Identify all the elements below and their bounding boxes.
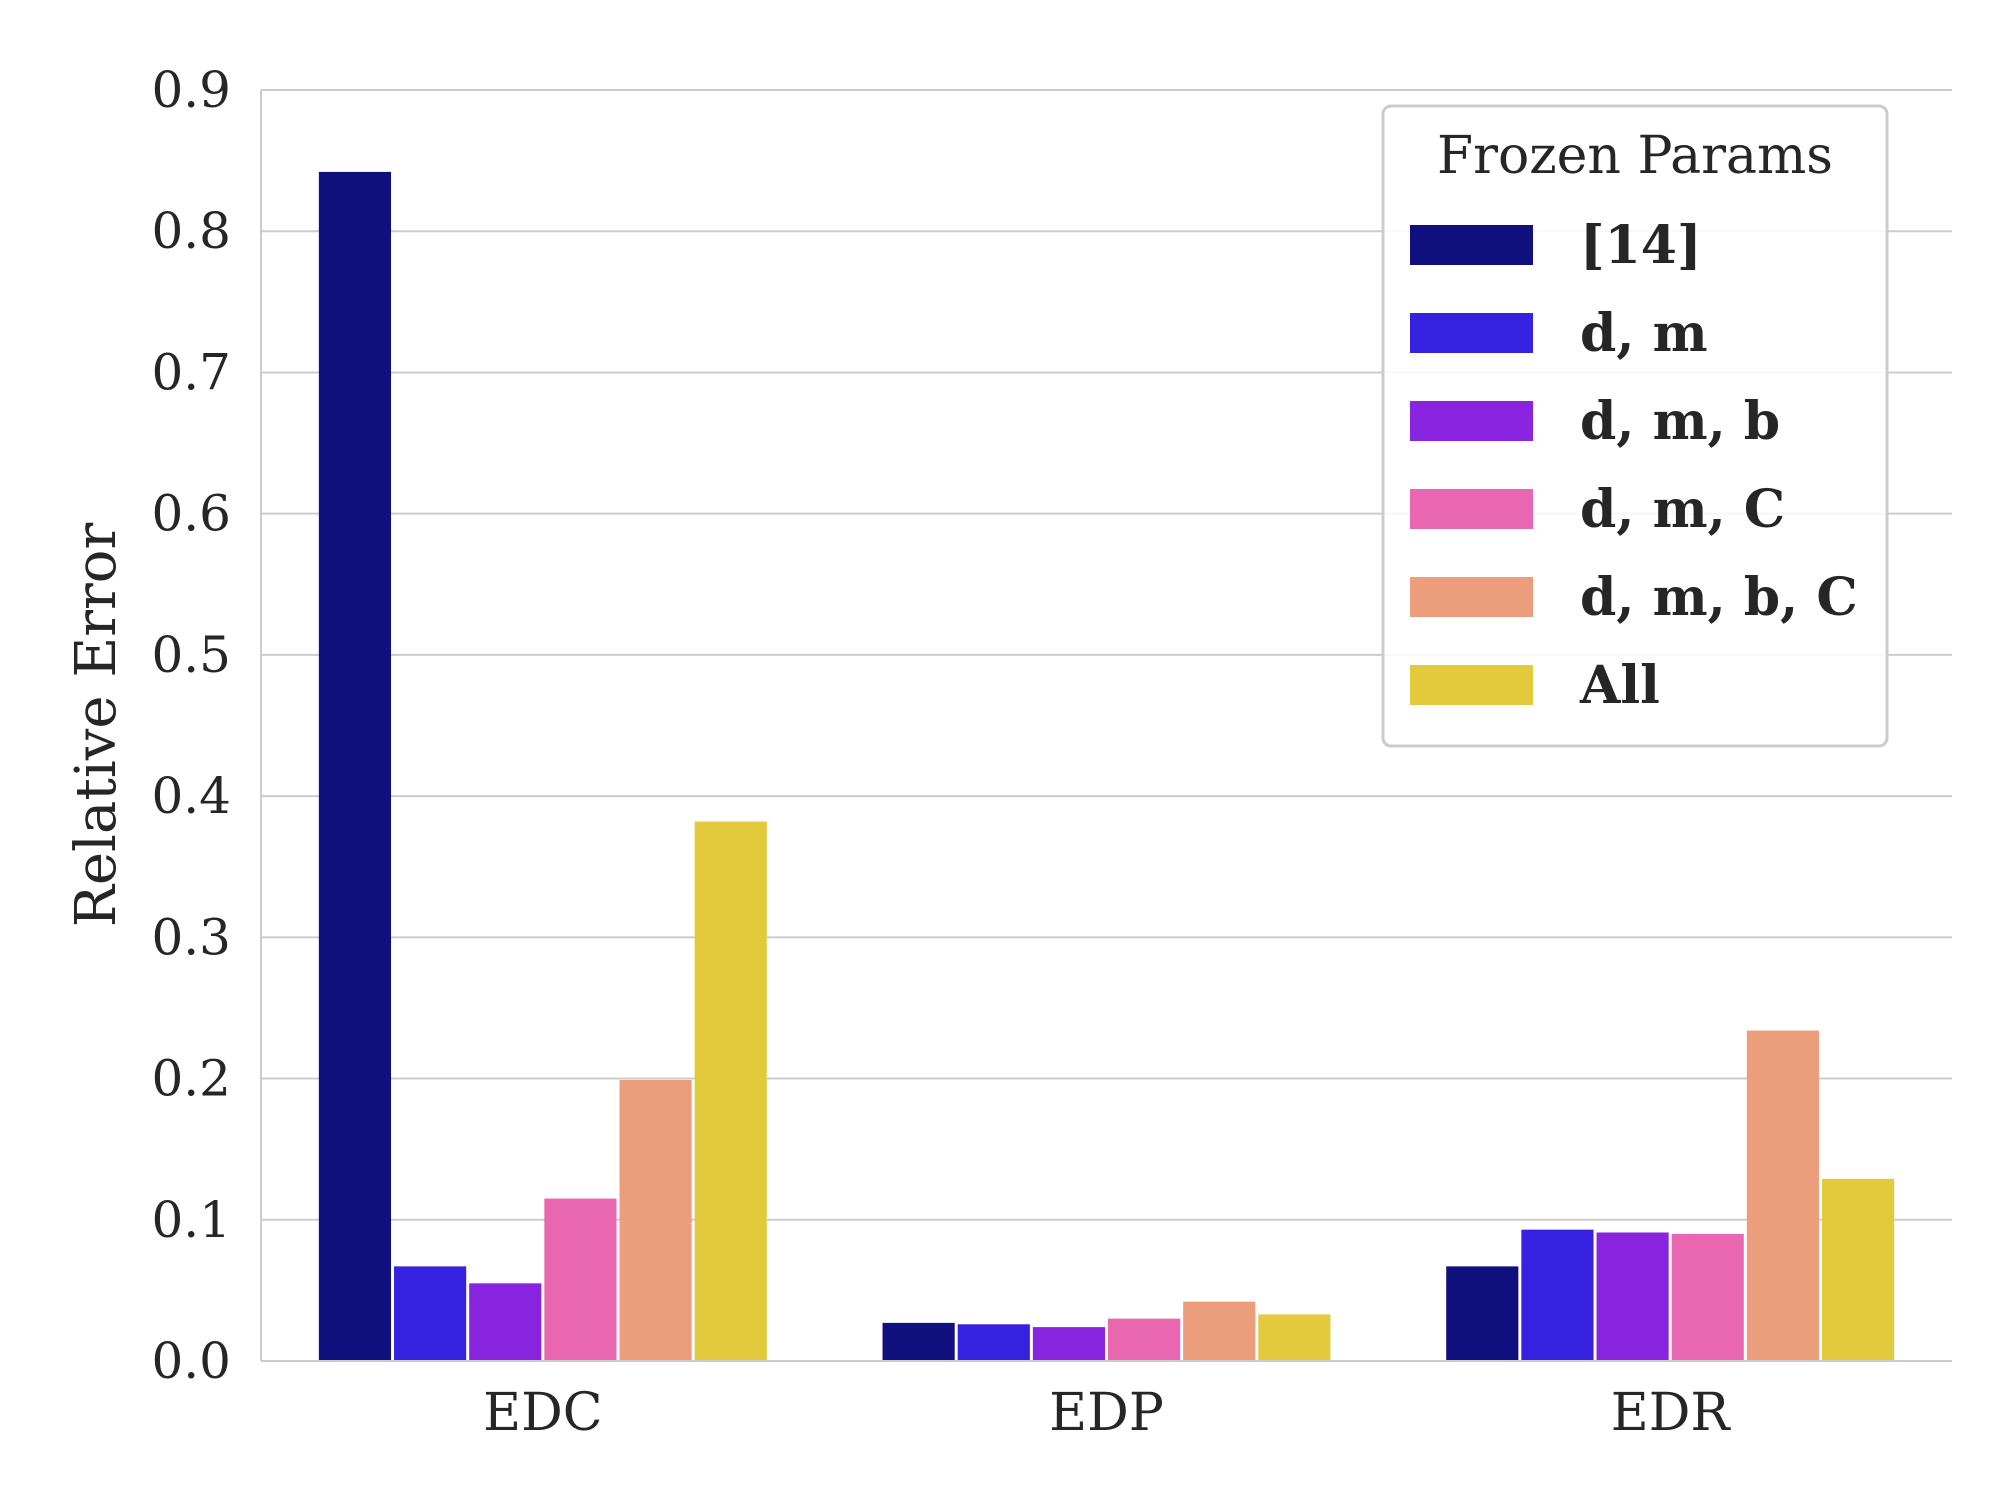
legend-swatch [1410,665,1533,705]
y-tick-labels: 0.0 0.1 0.2 0.3 0.4 0.5 0.6 0.7 0.8 0.9 [151,61,231,1390]
x-tick-label: EDC [483,1383,602,1443]
x-tick-label: EDP [1049,1383,1164,1443]
bar [469,1283,542,1361]
y-tick-label: 0.0 [151,1332,231,1390]
bar [1596,1232,1669,1361]
legend-swatch [1410,489,1533,529]
bar [619,1079,692,1361]
x-tick-labels: EDC EDP EDR [483,1383,1731,1443]
legend-items: [14] d, m d, m, b d, m, C d, m, b, C All [1410,215,1858,716]
bar [1258,1314,1331,1361]
bar [1821,1178,1895,1361]
legend-swatch [1410,313,1533,353]
bar [1521,1229,1594,1361]
y-tick-label: 0.7 [151,343,231,401]
bar [957,1324,1030,1361]
y-tick-label: 0.2 [151,1050,231,1108]
legend-label: d, m [1580,303,1708,364]
bar [544,1198,617,1361]
axes [260,90,1952,1362]
x-tick-label: EDR [1611,1383,1732,1443]
legend-swatch [1410,577,1533,617]
bar [882,1322,955,1361]
bar [1108,1318,1181,1361]
bar [318,171,392,1361]
y-tick-label: 0.3 [151,908,231,966]
y-tick-label: 0.5 [151,626,231,684]
legend-label: All [1579,655,1660,716]
bar [1183,1301,1256,1361]
bar [394,1266,467,1361]
legend-label: d, m, b [1580,391,1780,452]
bars [318,171,1895,1361]
legend-swatch [1410,225,1533,265]
y-tick-label: 0.8 [151,202,231,260]
bar [1446,1266,1519,1361]
legend-swatch [1410,401,1533,441]
bar [1671,1233,1744,1361]
legend-title: Frozen Params [1437,126,1833,186]
y-tick-label: 0.1 [151,1191,231,1249]
bar [1032,1327,1105,1361]
y-axis-title: Relative Error [64,523,129,928]
legend: Frozen Params [14] d, m d, m, b d, m, C d, m… [1381,104,1889,748]
legend-label: [14] [1580,215,1702,276]
y-tick-label: 0.4 [151,767,231,825]
legend-label: d, m, C [1580,479,1785,540]
bar [694,821,767,1361]
bar [1746,1030,1819,1361]
legend-label: d, m, b, C [1580,567,1858,628]
y-tick-label: 0.6 [151,485,231,543]
gridlines [261,89,1952,1221]
y-tick-label: 0.9 [151,61,231,119]
